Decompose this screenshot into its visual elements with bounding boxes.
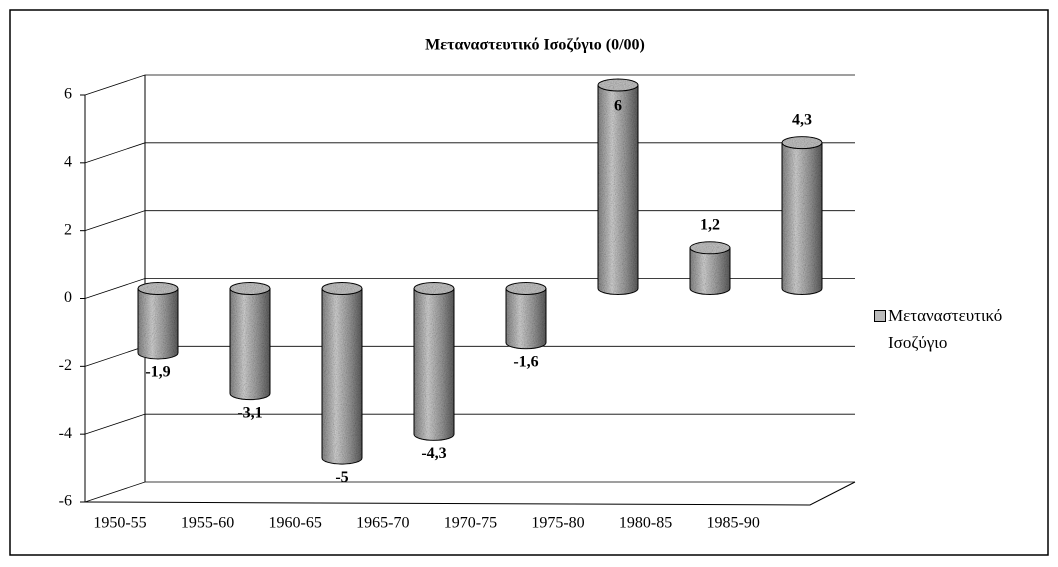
y-tick-label: -2 [59, 357, 72, 374]
x-tick-label: 1980-85 [619, 515, 672, 532]
x-tick-label: 1985-90 [707, 515, 760, 532]
bar-body [505, 288, 547, 350]
y-tick-label: 4 [64, 154, 72, 171]
grid-line [84, 481, 855, 503]
bar-top [505, 282, 547, 295]
grid-line [84, 210, 855, 232]
legend-swatch [874, 310, 886, 322]
bar [321, 282, 363, 465]
grid-line [84, 74, 855, 96]
y-tick-label: -6 [59, 493, 72, 510]
bar-body [781, 142, 823, 295]
legend: Μεταναστευτικό Ισοζύγιο [872, 302, 1052, 356]
bar-body [321, 288, 363, 465]
value-label: -1,9 [145, 364, 170, 381]
y-tick-label: -4 [59, 425, 72, 442]
bar-top [597, 78, 639, 92]
bar-top [229, 282, 271, 295]
bar-body [597, 84, 639, 295]
x-tick-label: 1960-65 [269, 515, 322, 532]
chart-title: Μεταναστευτικό Ισοζύγιο (0/00) [425, 37, 645, 54]
bar [781, 136, 823, 295]
y-tick-label: 2 [64, 221, 72, 238]
floor-edge [84, 481, 856, 506]
legend-label: Μεταναστευτικό Ισοζύγιο [888, 306, 1003, 352]
bar-body [413, 288, 455, 441]
bar [689, 241, 731, 295]
x-tick-label: 1970-75 [444, 515, 497, 532]
x-tick-label: 1975-80 [531, 515, 584, 532]
x-tick-label: 1950-55 [93, 515, 146, 532]
bar [413, 282, 455, 441]
value-label: -1,6 [513, 353, 538, 370]
y-tick-label: 6 [64, 86, 72, 103]
bar-top [321, 282, 363, 295]
bar-top [137, 282, 179, 295]
y-tick-label: 0 [64, 289, 72, 306]
bar-top [781, 136, 823, 150]
grid-line [84, 142, 855, 164]
bar-body [229, 288, 271, 401]
value-label: 1,2 [700, 216, 720, 233]
value-label: 6 [614, 98, 622, 115]
frame [9, 9, 1049, 556]
grid-line [84, 278, 855, 299]
bar [137, 282, 179, 360]
value-label: -3,1 [237, 404, 262, 421]
grid-line [84, 345, 855, 367]
bar-top [413, 282, 455, 295]
grid-line [84, 413, 855, 435]
x-tick-label: 1955-60 [181, 515, 234, 532]
value-label: -5 [335, 469, 348, 486]
x-tick-label: 1965-70 [356, 515, 409, 532]
bar-body [689, 247, 731, 295]
bar-top [689, 241, 731, 255]
bar [597, 78, 639, 295]
bar-body [137, 288, 179, 360]
bar [229, 282, 271, 401]
value-label: -4,3 [421, 445, 446, 462]
bar [505, 282, 547, 350]
value-label: 4,3 [792, 111, 812, 128]
